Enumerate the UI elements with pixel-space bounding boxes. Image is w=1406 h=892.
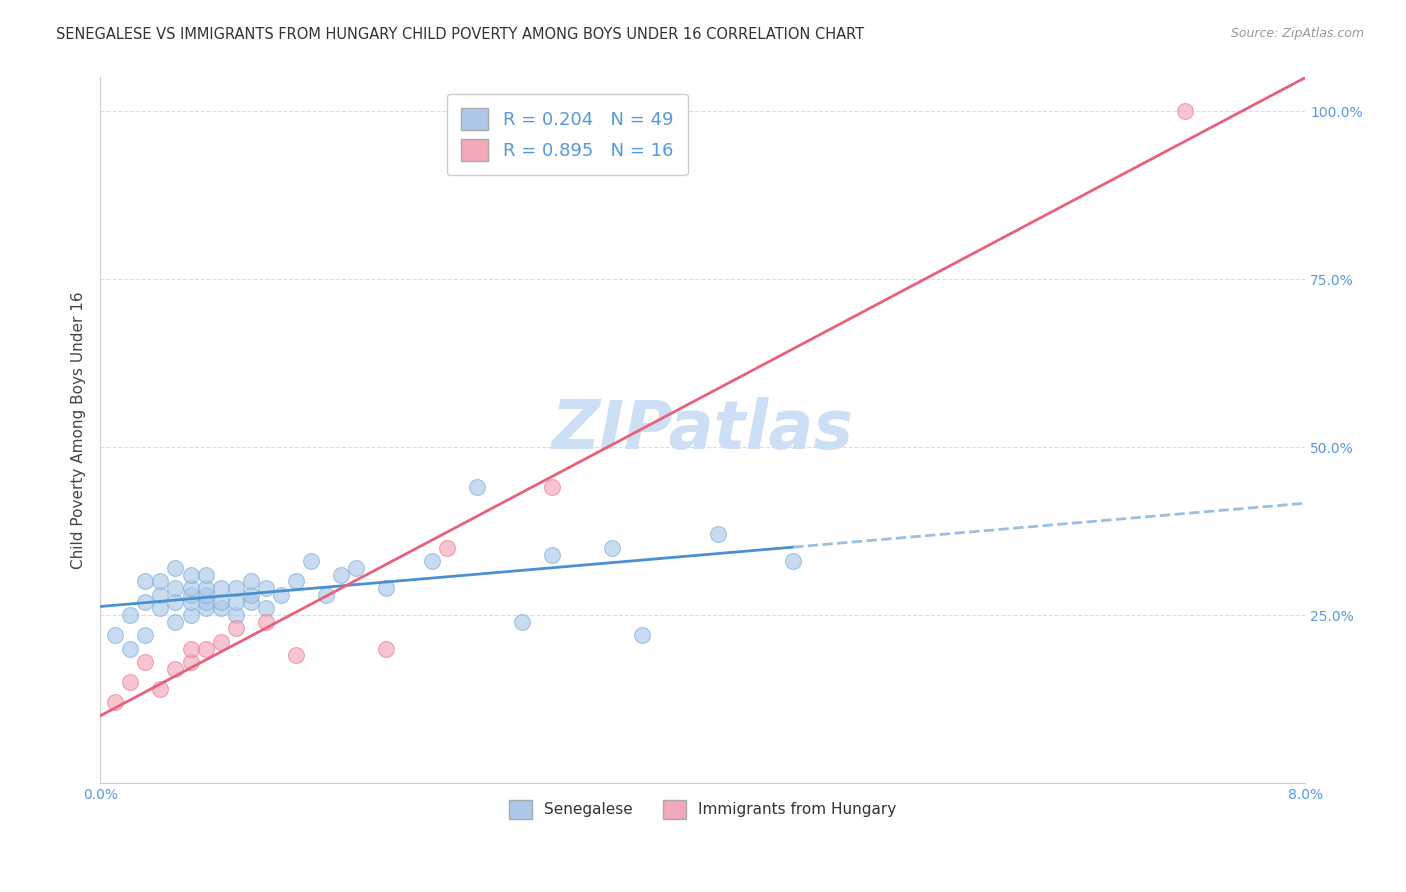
Point (239, 588, 262, 602)
Point (239, 594, 262, 608)
Point (180, 567, 202, 582)
Point (707, 527, 730, 541)
Text: SENEGALESE VS IMMIGRANTS FROM HUNGARY CHILD POVERTY AMONG BOYS UNDER 16 CORRELAT: SENEGALESE VS IMMIGRANTS FROM HUNGARY CH… (56, 27, 865, 42)
Text: Source: ZipAtlas.com: Source: ZipAtlas.com (1230, 27, 1364, 40)
Point (239, 574, 262, 589)
Point (134, 574, 156, 589)
Point (180, 655, 202, 669)
Point (165, 662, 187, 676)
Point (420, 554, 443, 568)
Point (180, 581, 202, 595)
Point (165, 561, 187, 575)
Point (180, 608, 202, 623)
Point (194, 601, 217, 615)
Point (225, 608, 247, 623)
Point (465, 480, 488, 494)
Point (209, 581, 232, 595)
Point (149, 601, 172, 615)
Point (344, 561, 367, 575)
Point (194, 641, 217, 656)
Point (299, 554, 322, 568)
Point (375, 581, 398, 595)
Point (165, 581, 187, 595)
Point (194, 594, 217, 608)
Point (330, 567, 353, 582)
Point (120, 608, 142, 623)
Point (375, 641, 398, 656)
Point (1174, 103, 1197, 118)
Point (209, 601, 232, 615)
Text: ZIPatlas: ZIPatlas (551, 397, 853, 463)
Point (602, 541, 624, 555)
Point (209, 635, 232, 649)
Point (180, 641, 202, 656)
Point (285, 574, 308, 589)
Point (270, 588, 292, 602)
Point (436, 541, 458, 555)
Point (134, 628, 156, 642)
Point (149, 681, 172, 696)
Point (194, 588, 217, 602)
Point (510, 615, 533, 629)
Point (285, 648, 308, 663)
Point (225, 622, 247, 636)
Point (120, 641, 142, 656)
Point (541, 480, 564, 494)
Point (180, 594, 202, 608)
Point (194, 567, 217, 582)
Legend: Senegalese, Immigrants from Hungary: Senegalese, Immigrants from Hungary (503, 794, 903, 825)
Point (120, 675, 142, 690)
Point (104, 695, 127, 709)
Point (149, 574, 172, 589)
Point (254, 615, 277, 629)
Point (315, 588, 337, 602)
Point (225, 581, 247, 595)
Point (134, 655, 156, 669)
Point (631, 628, 654, 642)
Point (225, 594, 247, 608)
Point (104, 628, 127, 642)
Y-axis label: Child Poverty Among Boys Under 16: Child Poverty Among Boys Under 16 (72, 292, 86, 569)
Point (209, 594, 232, 608)
Point (134, 594, 156, 608)
Point (194, 581, 217, 595)
Point (165, 615, 187, 629)
Point (165, 594, 187, 608)
Point (149, 588, 172, 602)
Point (541, 548, 564, 562)
Point (254, 581, 277, 595)
Point (782, 554, 804, 568)
Point (254, 601, 277, 615)
Point (180, 588, 202, 602)
